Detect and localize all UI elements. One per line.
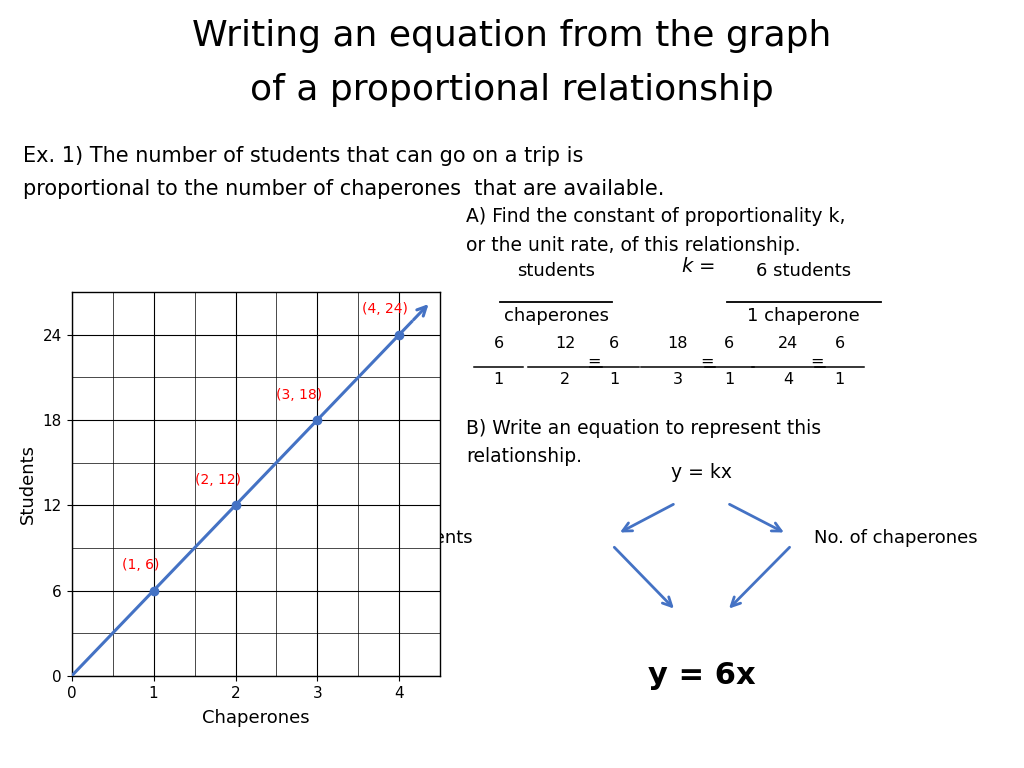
X-axis label: Chaperones: Chaperones [202,709,310,727]
Text: y = 6x: y = 6x [647,661,756,690]
Text: y = kx: y = kx [671,463,732,482]
Text: 1: 1 [494,372,504,388]
Y-axis label: Students: Students [19,444,37,524]
Text: Writing an equation from the graph: Writing an equation from the graph [193,19,831,53]
Text: A) Find the constant of proportionality k,: A) Find the constant of proportionality … [466,207,846,227]
Text: 18: 18 [668,336,688,351]
Text: =: = [699,354,714,369]
Text: 24: 24 [778,336,799,351]
Text: 3: 3 [673,372,683,388]
Text: (3, 18): (3, 18) [276,388,323,402]
Text: No. of students: No. of students [337,528,473,547]
Text: 2: 2 [560,372,570,388]
Text: No. of chaperones: No. of chaperones [814,528,978,547]
Text: 6: 6 [835,336,845,351]
Text: =: = [587,354,601,369]
Text: 4: 4 [783,372,794,388]
Text: students: students [517,263,595,280]
Text: relationship.: relationship. [466,447,582,466]
Text: Ex. 1) The number of students that can go on a trip is: Ex. 1) The number of students that can g… [23,146,583,166]
Text: 1: 1 [609,372,620,388]
Text: proportional to the number of chaperones  that are available.: proportional to the number of chaperones… [23,179,664,199]
Text: 1 chaperone: 1 chaperone [748,307,860,325]
Text: (1, 6): (1, 6) [123,558,160,572]
Text: chaperones: chaperones [504,307,608,325]
Text: 6 students: 6 students [757,263,851,280]
Text: 1: 1 [835,372,845,388]
Text: of a proportional relationship: of a proportional relationship [250,73,774,107]
Text: 1: 1 [724,372,734,388]
Text: (2, 12): (2, 12) [195,473,241,487]
Text: B) Write an equation to represent this: B) Write an equation to represent this [466,419,821,438]
Text: or the unit rate, of this relationship.: or the unit rate, of this relationship. [466,236,801,255]
Text: 6: 6 [724,336,734,351]
Text: 6: 6 [609,336,620,351]
Text: 12: 12 [555,336,575,351]
Text: (4, 24): (4, 24) [362,302,409,316]
Text: 6: 6 [494,336,504,351]
Text: $k$ =: $k$ = [681,257,715,276]
Text: =: = [810,354,824,369]
